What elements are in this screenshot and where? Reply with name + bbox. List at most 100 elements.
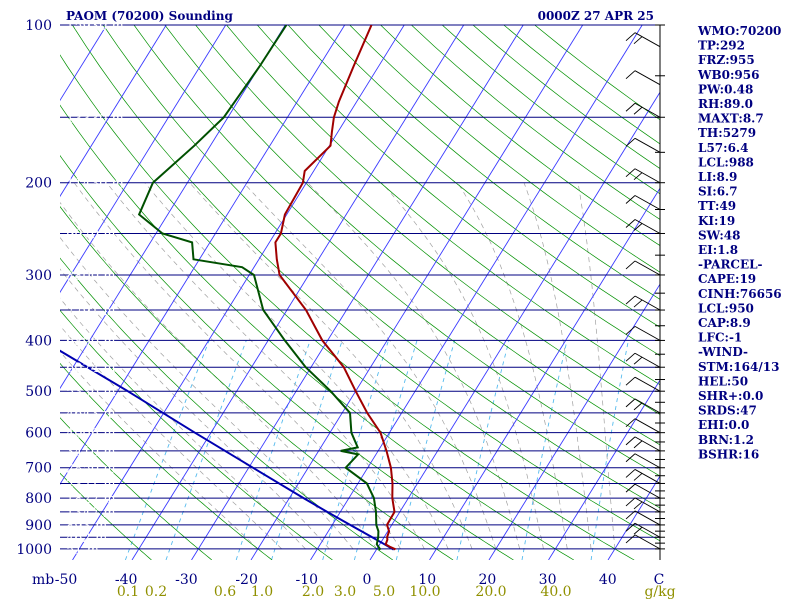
mixing-ratio-line bbox=[353, 340, 418, 560]
height-label: 13330 m bbox=[66, 111, 124, 126]
dry-adiabat bbox=[195, 25, 660, 415]
wind-barb-column bbox=[625, 24, 665, 560]
wind-barb-shaft bbox=[634, 260, 661, 276]
index-text: LFC:-1 bbox=[698, 331, 742, 345]
pressure-axis: 100 200 300 400 500 600 700 800 900 1000 mb bbox=[16, 18, 54, 588]
dry-adiabat bbox=[60, 472, 152, 560]
moist-adiabat bbox=[243, 182, 497, 550]
index-text: -PARCEL- bbox=[698, 258, 763, 272]
wind-barb-flag bbox=[625, 398, 636, 408]
temperature-tick: 20 bbox=[478, 572, 496, 588]
height-label: 8800 m bbox=[66, 269, 116, 284]
temperature-tick: 0 bbox=[363, 572, 372, 588]
wind-barb bbox=[625, 32, 661, 48]
wind-barb-flag bbox=[633, 223, 643, 231]
height-label: 2850 m bbox=[66, 462, 116, 477]
wind-barb bbox=[625, 376, 661, 392]
dry-adiabat bbox=[380, 25, 660, 246]
isotherm-line bbox=[60, 25, 286, 390]
wind-barb-shaft bbox=[634, 398, 661, 414]
isotherm-line bbox=[131, 25, 465, 560]
dry-adiabat bbox=[164, 25, 660, 446]
mixing-ratio-line bbox=[271, 340, 343, 560]
index-text: BRN:1.2 bbox=[698, 433, 754, 447]
wind-barb bbox=[625, 168, 661, 184]
temperature-tick: 40 bbox=[599, 572, 617, 588]
dry-adiabat bbox=[318, 25, 660, 300]
mixing-ratio-tick: 5.0 bbox=[373, 584, 395, 600]
dry-adiabat bbox=[226, 25, 660, 386]
wind-barb bbox=[625, 295, 661, 311]
mixing-ratio-tick: 0.2 bbox=[145, 584, 167, 600]
wind-barb-flag bbox=[625, 497, 636, 507]
wind-barb bbox=[625, 497, 661, 513]
wind-barb-flag bbox=[625, 326, 636, 335]
isotherm-line bbox=[60, 25, 346, 486]
wind-barb-flag bbox=[625, 219, 636, 228]
isotherm-line bbox=[488, 283, 660, 560]
wind-barb bbox=[625, 522, 661, 538]
index-text: SI:6.7 bbox=[698, 185, 738, 199]
wind-barb-flag bbox=[633, 106, 643, 115]
mixing-ratio-tick: 0.1 bbox=[117, 584, 139, 600]
height-label: 9970 m bbox=[66, 227, 116, 242]
wind-barb-flag bbox=[625, 32, 636, 42]
mixing-ratio-tick: 0.6 bbox=[214, 584, 236, 600]
parcel-trace bbox=[60, 349, 395, 551]
mixing-ratio-tick: 1.0 bbox=[251, 584, 273, 600]
wind-barb-flag bbox=[633, 36, 643, 45]
wind-barb-shaft bbox=[634, 295, 661, 311]
wind-barb-flag bbox=[633, 356, 643, 365]
wind-barb-flag bbox=[625, 195, 636, 204]
temperature-tick: -50 bbox=[55, 572, 78, 588]
wind-barb-flag bbox=[625, 102, 636, 112]
temperature-units-label: C bbox=[654, 572, 665, 588]
wind-barb-shaft bbox=[634, 70, 661, 86]
isotherm-line bbox=[429, 187, 660, 560]
station-title: PAOM (70200) Sounding bbox=[66, 9, 233, 23]
height-label: 11430 m bbox=[66, 177, 124, 192]
wind-barb-shaft bbox=[634, 469, 661, 484]
height-label: 15930 m bbox=[66, 19, 124, 34]
index-text: LCL:988 bbox=[698, 155, 754, 169]
isotherm-line bbox=[369, 91, 660, 560]
index-text: CINH:76656 bbox=[698, 287, 782, 301]
pressure-label: 300 bbox=[25, 268, 52, 284]
wind-barb bbox=[625, 398, 661, 414]
index-text: PW:0.48 bbox=[698, 82, 753, 96]
pressure-label: 500 bbox=[25, 384, 52, 400]
wind-barb-flag bbox=[625, 137, 636, 147]
sounding-datetime: 0000Z 27 APR 25 bbox=[538, 9, 654, 23]
height-label: 1822 m bbox=[66, 492, 116, 507]
wind-barb-flag bbox=[633, 501, 643, 510]
dry-adiabat bbox=[287, 25, 660, 328]
index-text: KI:19 bbox=[698, 214, 735, 228]
wind-barb-shaft bbox=[634, 326, 661, 341]
moist-adiabat bbox=[106, 182, 425, 550]
wind-barb-shaft bbox=[634, 522, 661, 538]
index-text: WB0:956 bbox=[697, 68, 759, 82]
wind-barb-shaft bbox=[634, 219, 661, 234]
wind-barb bbox=[625, 219, 661, 234]
height-label: 7791 m bbox=[66, 304, 116, 319]
temperature-tick: -40 bbox=[115, 572, 138, 588]
index-text: LI:8.9 bbox=[698, 170, 737, 184]
moist-adiabat bbox=[73, 182, 401, 550]
pressure-label: 1000 bbox=[16, 542, 52, 558]
dewpoint-trace bbox=[137, 25, 382, 551]
isotherm-line bbox=[60, 25, 167, 198]
wind-barb-flag bbox=[625, 352, 636, 362]
temperature-tick: 10 bbox=[418, 572, 436, 588]
dry-adiabat bbox=[102, 25, 660, 509]
wind-barb bbox=[625, 436, 661, 452]
moist-adiabat bbox=[60, 325, 282, 550]
wind-barb bbox=[625, 326, 661, 341]
wind-barb bbox=[625, 70, 661, 86]
pressure-label: 200 bbox=[25, 176, 52, 192]
mixing-ratio-tick: 20.0 bbox=[475, 584, 506, 600]
index-text: HEL:50 bbox=[698, 374, 748, 388]
height-label: 5330 m bbox=[66, 385, 116, 400]
index-text: -WIND- bbox=[698, 345, 748, 359]
wind-barb-flag bbox=[625, 534, 636, 544]
index-text: L57:6.4 bbox=[698, 141, 748, 155]
